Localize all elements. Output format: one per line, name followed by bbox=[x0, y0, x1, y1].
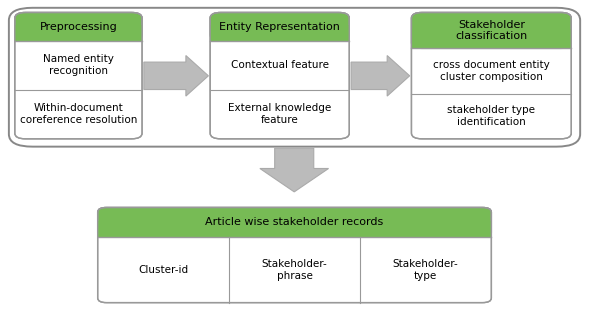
FancyBboxPatch shape bbox=[15, 12, 142, 41]
Text: Stakeholder-
phrase: Stakeholder- phrase bbox=[262, 259, 327, 281]
Polygon shape bbox=[260, 148, 329, 192]
Text: Preprocessing: Preprocessing bbox=[40, 22, 117, 32]
Polygon shape bbox=[351, 56, 410, 96]
FancyBboxPatch shape bbox=[9, 8, 580, 147]
Text: cross document entity
cluster composition: cross document entity cluster compositio… bbox=[433, 60, 550, 82]
Bar bbox=[210, 25, 349, 41]
Text: Stakeholder-
type: Stakeholder- type bbox=[393, 259, 459, 281]
Text: stakeholder type
identification: stakeholder type identification bbox=[448, 105, 535, 127]
FancyBboxPatch shape bbox=[15, 12, 142, 139]
FancyBboxPatch shape bbox=[98, 207, 491, 303]
Bar bbox=[15, 25, 142, 41]
Polygon shape bbox=[144, 56, 208, 96]
Text: Stakeholder
classification: Stakeholder classification bbox=[455, 20, 527, 41]
Text: Within-document
coreference resolution: Within-document coreference resolution bbox=[20, 104, 137, 125]
Text: Cluster-id: Cluster-id bbox=[138, 265, 188, 275]
FancyBboxPatch shape bbox=[210, 12, 349, 139]
FancyBboxPatch shape bbox=[411, 12, 571, 139]
Text: Article wise stakeholder records: Article wise stakeholder records bbox=[205, 217, 384, 227]
Text: Named entity
recognition: Named entity recognition bbox=[43, 54, 114, 76]
Text: Entity Representation: Entity Representation bbox=[219, 22, 340, 32]
Bar bbox=[411, 29, 571, 48]
FancyBboxPatch shape bbox=[98, 207, 491, 237]
Bar bbox=[98, 221, 491, 237]
Text: External knowledge
feature: External knowledge feature bbox=[228, 104, 332, 125]
FancyBboxPatch shape bbox=[411, 12, 571, 48]
Text: Contextual feature: Contextual feature bbox=[231, 60, 329, 70]
FancyBboxPatch shape bbox=[210, 12, 349, 41]
